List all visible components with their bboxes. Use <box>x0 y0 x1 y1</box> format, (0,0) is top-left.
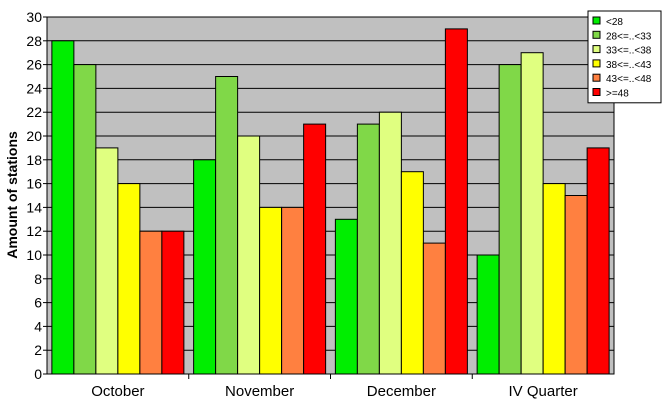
y-tick-label: 14 <box>26 199 42 215</box>
y-tick-label: 22 <box>26 104 42 120</box>
bar <box>422 242 446 375</box>
legend-label: <28 <box>606 17 623 28</box>
bar <box>334 218 358 375</box>
bar <box>444 28 468 375</box>
legend-swatch <box>592 16 601 25</box>
y-tick-label: 12 <box>26 223 42 239</box>
y-tick-label: 0 <box>34 366 42 382</box>
bar <box>73 64 97 375</box>
bar <box>161 230 185 375</box>
bar <box>476 254 500 375</box>
y-tick-label: 8 <box>34 271 42 287</box>
legend-box <box>587 10 662 104</box>
bar <box>139 230 163 375</box>
y-tick-label: 26 <box>26 57 42 73</box>
bar <box>215 76 239 375</box>
legend-swatch <box>592 88 601 96</box>
x-tick-label: December <box>367 383 436 400</box>
bar <box>281 206 305 375</box>
legend: <28 28<=..<33 33<=..<38 38<=..<43 43<=..<48 >… <box>587 10 662 104</box>
y-tick-label: 4 <box>34 318 42 334</box>
bar <box>51 40 75 375</box>
bars <box>51 28 610 375</box>
bar <box>520 52 544 375</box>
bar <box>400 171 424 375</box>
y-tick-label: 30 <box>26 9 42 25</box>
x-tick-label: October <box>91 383 144 400</box>
bar <box>542 183 566 375</box>
y-tick-label: 24 <box>26 80 42 96</box>
bar <box>378 111 402 375</box>
bar <box>356 123 380 375</box>
bar <box>586 147 610 375</box>
bar <box>117 183 141 375</box>
legend-swatch <box>592 73 601 82</box>
y-tick-label: 28 <box>26 33 42 49</box>
legend-swatch <box>592 30 601 39</box>
bar <box>498 64 522 375</box>
bar <box>237 135 261 375</box>
x-category-labels: October November December IV Quarter <box>91 374 578 400</box>
bar <box>259 206 283 375</box>
y-tick-label: 20 <box>26 128 42 144</box>
y-tick-label: 16 <box>26 176 42 192</box>
bar <box>564 195 588 375</box>
y-tick-label: 18 <box>26 152 42 168</box>
y-axis-label: Amount of stations <box>4 131 20 259</box>
y-tick-label: 6 <box>34 295 42 311</box>
legend-label: 33<=..<38 <box>606 46 652 57</box>
bar <box>303 123 327 375</box>
y-tick-label: 2 <box>34 342 42 358</box>
legend-label: 28<=..<33 <box>606 31 652 42</box>
legend-swatch <box>592 45 601 54</box>
legend-label: 43<=..<48 <box>606 74 652 85</box>
bar <box>95 147 119 375</box>
bar <box>193 159 217 375</box>
legend-swatch <box>592 59 601 68</box>
legend-label: >=48 <box>606 89 629 100</box>
x-tick-label: November <box>225 383 294 400</box>
y-tick-label: 10 <box>26 247 42 263</box>
x-tick-label: IV Quarter <box>509 383 578 400</box>
legend-label: 38<=..<43 <box>606 60 652 71</box>
